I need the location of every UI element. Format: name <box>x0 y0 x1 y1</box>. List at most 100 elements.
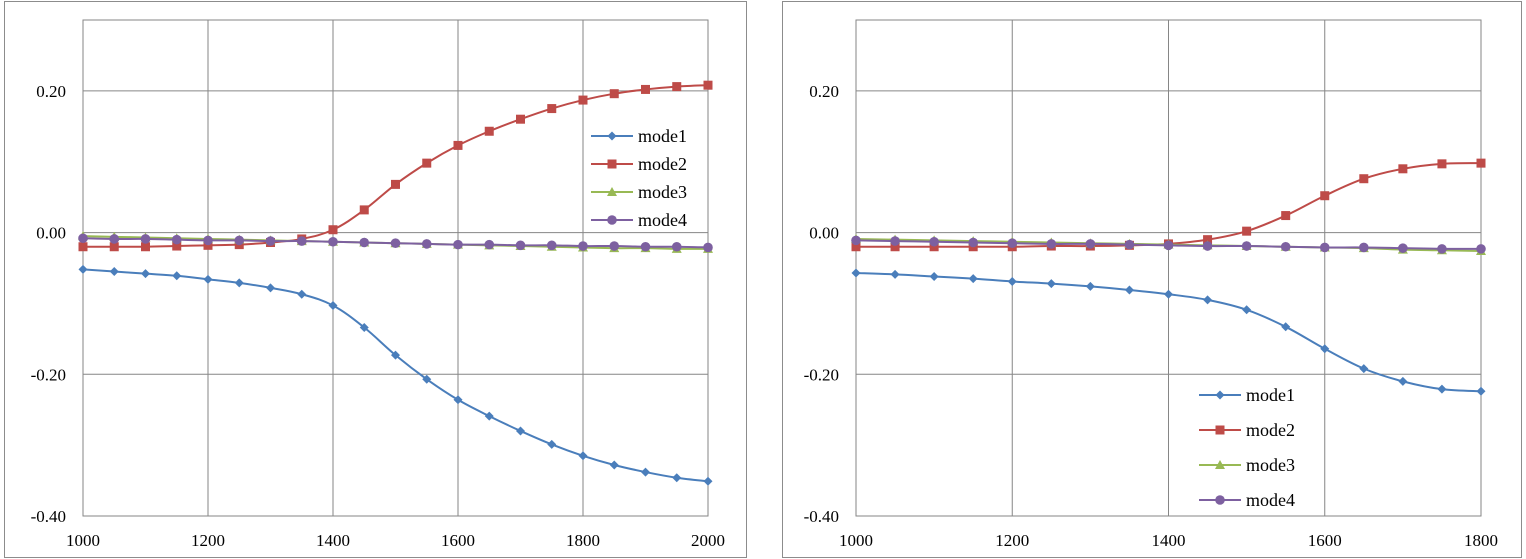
data-point-mode1 <box>453 395 463 405</box>
legend-marker <box>607 187 617 196</box>
y-tick-label: -0.20 <box>31 365 66 384</box>
data-point-mode2 <box>1398 164 1408 174</box>
y-tick-label: 0.20 <box>809 82 839 101</box>
data-point-mode4 <box>234 235 245 246</box>
legend-marker <box>607 131 617 141</box>
chart-panel-right: 1000 1200 1400 1600 1800 0.20 0.00 -0.20 -0.40 mo… <box>782 1 1522 558</box>
legend-item-mode1: mode1 <box>1199 385 1295 405</box>
data-point-mode1 <box>1124 285 1134 295</box>
data-point-mode4 <box>1280 241 1291 252</box>
data-point-mode2 <box>851 242 861 252</box>
data-point-mode2 <box>78 242 88 252</box>
data-point-mode2 <box>203 240 213 250</box>
x-tick-label: 1200 <box>995 531 1029 550</box>
legend-label: mode3 <box>638 182 687 202</box>
data-point-mode4 <box>1202 241 1213 251</box>
data-point-mode1 <box>266 283 275 293</box>
y-tick-label: 0.00 <box>36 224 66 243</box>
x-tick-label: 1800 <box>1464 531 1498 550</box>
data-point-mode4 <box>578 241 588 251</box>
data-point-mode1 <box>141 269 150 279</box>
legend-label: mode2 <box>1246 420 1295 440</box>
data-point-mode1 <box>484 411 494 421</box>
data-point-mode2 <box>641 84 650 94</box>
data-point-mode2 <box>1281 211 1291 221</box>
legend-marker <box>1215 495 1225 505</box>
x-tick-label: 1000 <box>66 531 100 550</box>
legend: mode1 mode2 mode3 mode4 <box>591 126 687 230</box>
data-point-mode2 <box>1359 174 1369 184</box>
chart-right: 1000 1200 1400 1600 1800 0.20 0.00 -0.20 -0.40 mo… <box>804 19 1498 550</box>
data-point-mode2 <box>328 225 338 235</box>
data-point-mode4 <box>1476 244 1486 254</box>
data-point-mode4 <box>1241 241 1252 251</box>
data-point-mode1 <box>297 289 307 299</box>
legend-item-mode1: mode1 <box>591 126 687 146</box>
data-point-mode4 <box>140 234 151 244</box>
data-point-mode1 <box>1320 344 1330 354</box>
data-point-mode2 <box>1242 226 1252 236</box>
x-tick-label: 1800 <box>566 531 600 550</box>
data-point-mode1 <box>516 426 525 436</box>
legend-label: mode2 <box>638 154 687 174</box>
data-point-mode4 <box>1398 243 1408 253</box>
data-point-mode4 <box>328 236 338 247</box>
data-point-mode4 <box>1359 242 1369 253</box>
data-point-mode4 <box>609 241 620 251</box>
data-point-mode1 <box>203 274 213 284</box>
legend-item-mode3: mode3 <box>1199 455 1295 475</box>
data-point-mode2 <box>703 80 713 90</box>
data-point-mode1 <box>109 267 119 277</box>
data-point-mode2 <box>890 242 900 252</box>
data-point-mode4 <box>1437 244 1447 254</box>
legend-item-mode4: mode4 <box>591 210 687 230</box>
data-point-mode4 <box>703 242 713 253</box>
data-point-mode1 <box>890 269 900 279</box>
y-tick-label: 0.00 <box>809 224 839 243</box>
data-point-mode4 <box>296 236 307 246</box>
data-point-mode1 <box>672 473 682 483</box>
data-point-mode2 <box>141 242 150 252</box>
data-point-mode1 <box>1398 376 1408 386</box>
y-tick-label: -0.40 <box>31 507 66 526</box>
x-tick-label: 1400 <box>316 531 350 550</box>
data-point-mode2 <box>547 104 557 114</box>
data-point-mode4 <box>359 237 370 248</box>
series-line-mode1 <box>82 268 709 483</box>
data-point-mode1 <box>1203 295 1213 305</box>
series-mode2 <box>78 80 713 252</box>
data-point-mode1 <box>391 350 400 360</box>
data-point-mode2 <box>516 114 525 124</box>
series-mode1 <box>851 268 1486 396</box>
data-point-mode1 <box>359 323 369 333</box>
data-point-mode2 <box>1437 159 1447 169</box>
data-point-mode2 <box>929 242 939 252</box>
data-point-mode2 <box>1476 158 1486 168</box>
x-tick-label: 1600 <box>441 531 475 550</box>
data-point-mode1 <box>851 268 861 278</box>
data-point-mode2 <box>453 140 463 150</box>
legend-item-mode2: mode2 <box>591 154 687 174</box>
data-point-mode2 <box>1203 235 1213 245</box>
x-tick-label: 1000 <box>839 531 873 550</box>
data-point-mode2 <box>1320 191 1330 201</box>
data-point-mode1 <box>968 274 978 284</box>
data-point-mode1 <box>547 439 557 449</box>
data-point-mode4 <box>1046 239 1057 249</box>
data-point-mode1 <box>703 476 713 486</box>
data-point-mode1 <box>172 271 182 281</box>
data-point-mode2 <box>578 95 588 105</box>
series-mode4 <box>851 235 1486 254</box>
data-point-mode2 <box>359 205 369 215</box>
data-point-mode2 <box>484 126 494 136</box>
data-point-mode1 <box>328 301 338 311</box>
data-point-mode4 <box>546 240 557 251</box>
data-point-mode1 <box>1164 289 1173 299</box>
data-point-mode1 <box>1046 279 1056 289</box>
legend-item-mode3: mode3 <box>591 182 687 202</box>
legend-marker <box>607 215 617 225</box>
y-tick-label: -0.20 <box>804 365 839 384</box>
data-point-mode4 <box>421 239 432 249</box>
data-point-mode4 <box>109 234 120 244</box>
legend-label: mode4 <box>638 210 687 230</box>
